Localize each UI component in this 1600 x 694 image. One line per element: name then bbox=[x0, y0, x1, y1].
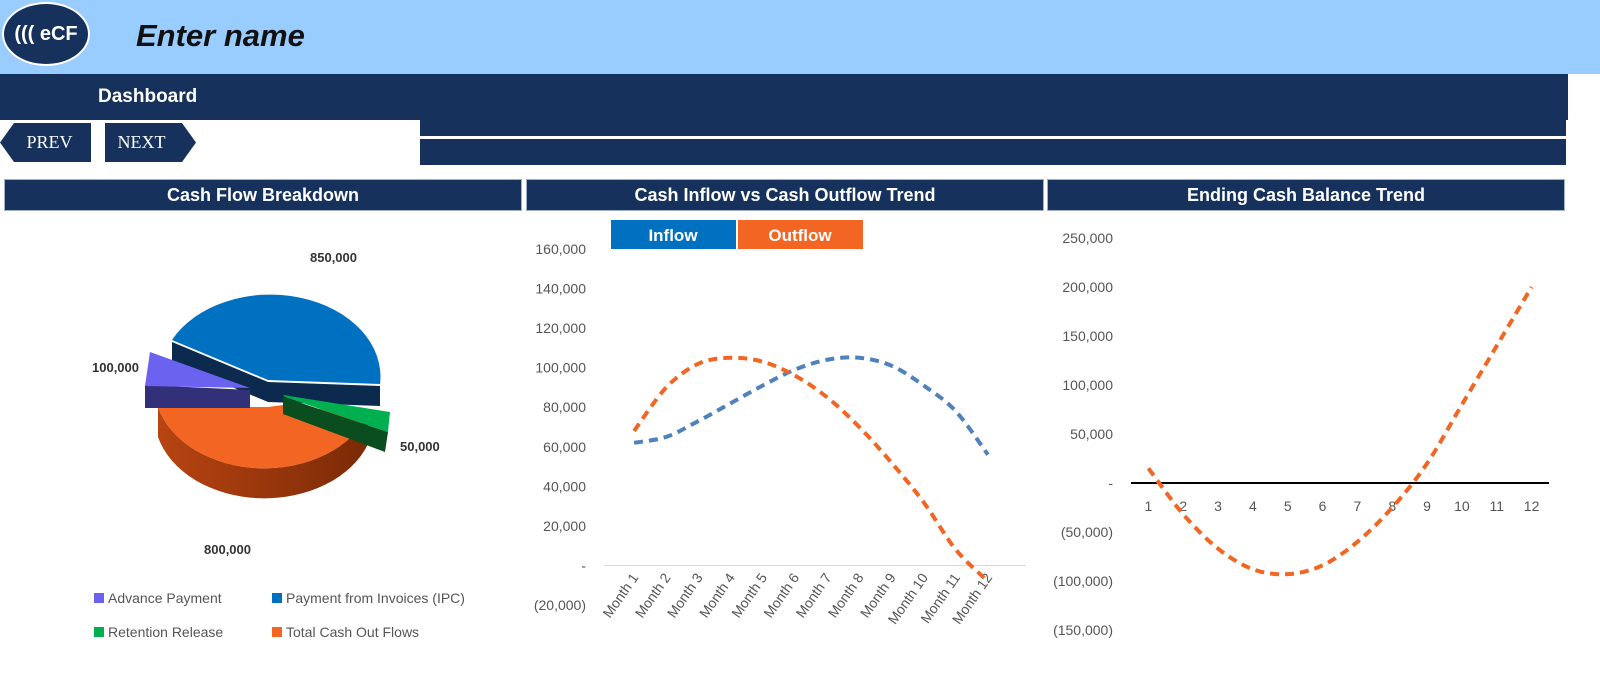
cash-inflow-outflow-chart: Inflow Outflow (20,000) - 20,000 40,000 60,0… bbox=[534, 220, 1026, 627]
y-tick-label: 200,000 bbox=[1062, 279, 1113, 295]
legend-inflow-box bbox=[611, 220, 736, 249]
trend-chart-title: Cash Inflow vs Cash Outflow Trend bbox=[526, 179, 1044, 211]
x-tick-label: 11 bbox=[1489, 498, 1504, 514]
app-name-field[interactable]: Enter name bbox=[136, 18, 305, 53]
pie-slice-invoices-side bbox=[172, 342, 380, 406]
x-tick-label: 8 bbox=[1388, 498, 1396, 514]
y-tick-label: - bbox=[581, 557, 586, 573]
y-tick-label: (150,000) bbox=[1053, 622, 1113, 638]
cash-flow-pie-chart: 100,000 850,000 50,000 800,000 bbox=[92, 250, 440, 557]
ending-cash-balance-chart: (150,000) (100,000) (50,000) - 50,000 100,000… bbox=[1053, 230, 1549, 638]
y-tick-label: 100,000 bbox=[535, 360, 586, 376]
x-tick-label: 4 bbox=[1249, 498, 1257, 514]
page-title: Dashboard bbox=[98, 86, 198, 107]
y-tick-label: 50,000 bbox=[1070, 426, 1113, 442]
y-tick-label: (20,000) bbox=[534, 597, 586, 613]
nav-strip-upper bbox=[420, 120, 1566, 136]
pie-slice-retention bbox=[283, 395, 390, 432]
y-tick-label: 40,000 bbox=[543, 478, 586, 494]
legend-advance-payment: Advance Payment bbox=[94, 590, 222, 606]
pie-label-advance: 100,000 bbox=[92, 360, 139, 375]
nav-bar bbox=[0, 74, 1568, 120]
next-button[interactable]: NEXT bbox=[105, 123, 196, 162]
y-tick-label: 150,000 bbox=[1062, 328, 1113, 344]
series-line-outflow bbox=[632, 355, 990, 583]
y-tick-label: 60,000 bbox=[543, 439, 586, 455]
y-tick-label: 100,000 bbox=[1062, 377, 1113, 393]
x-tick-label: 5 bbox=[1284, 498, 1292, 514]
y-tick-label: - bbox=[1108, 475, 1113, 491]
pie-slice-retention-side bbox=[283, 397, 388, 452]
pie-slice-advance bbox=[145, 352, 250, 388]
y-tick-label: (100,000) bbox=[1053, 573, 1113, 589]
pie-slice-invoices bbox=[172, 294, 381, 384]
pie-slice-advance-side bbox=[145, 385, 250, 408]
legend-payment-invoices: Payment from Invoices (IPC) bbox=[272, 590, 465, 606]
balance-chart-title: Ending Cash Balance Trend bbox=[1047, 179, 1565, 211]
y-tick-label: 120,000 bbox=[535, 320, 586, 336]
x-tick-label: 12 bbox=[1524, 498, 1540, 514]
pie-label-retention: 50,000 bbox=[400, 439, 440, 454]
x-tick-label: 10 bbox=[1454, 498, 1470, 514]
y-tick-label: 80,000 bbox=[543, 399, 586, 415]
x-tick-label: 2 bbox=[1179, 498, 1187, 514]
y-tick-label: 20,000 bbox=[543, 518, 586, 534]
ecf-logo: ((( eCF bbox=[2, 2, 90, 66]
y-tick-label: 250,000 bbox=[1062, 230, 1113, 246]
x-tick-label: 1 bbox=[1145, 498, 1153, 514]
legend-inflow-label: Inflow bbox=[648, 226, 698, 245]
legend-total-cash-out-flows: Total Cash Out Flows bbox=[272, 624, 419, 640]
pie-slice-outflows-side bbox=[158, 407, 368, 499]
x-tick-label: 3 bbox=[1214, 498, 1222, 514]
legend-outflow-label: Outflow bbox=[768, 226, 832, 245]
legend-outflow-box bbox=[738, 220, 863, 249]
series-line-ending-balance bbox=[1146, 285, 1534, 577]
x-tick-label: 9 bbox=[1423, 498, 1431, 514]
y-tick-label: (50,000) bbox=[1061, 524, 1113, 540]
top-header-bar bbox=[0, 0, 1600, 74]
y-tick-label: 140,000 bbox=[535, 281, 586, 297]
pie-chart-title: Cash Flow Breakdown bbox=[4, 179, 522, 211]
pie-label-outflows: 800,000 bbox=[204, 542, 251, 557]
x-tick-label: 6 bbox=[1319, 498, 1327, 514]
x-tick-label: 7 bbox=[1354, 498, 1362, 514]
series-line-inflow bbox=[633, 355, 990, 456]
prev-button[interactable]: PREV bbox=[0, 123, 91, 162]
legend-retention-release: Retention Release bbox=[94, 624, 223, 640]
pie-label-invoices: 850,000 bbox=[310, 250, 357, 265]
y-tick-label: 160,000 bbox=[535, 241, 586, 257]
nav-strip-lower bbox=[420, 139, 1566, 165]
